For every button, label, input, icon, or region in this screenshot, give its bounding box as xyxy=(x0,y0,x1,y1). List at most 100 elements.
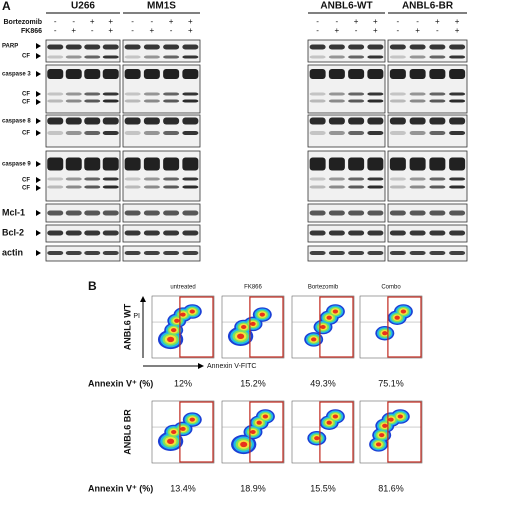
blot-band xyxy=(124,117,141,125)
gate xyxy=(387,296,422,358)
blot-band xyxy=(143,69,160,79)
cell-line-label: ANBL6-WT xyxy=(320,1,372,12)
blot-band xyxy=(348,99,365,103)
blot-band xyxy=(309,177,326,181)
blot-band xyxy=(102,251,119,255)
blot-band xyxy=(429,44,446,50)
blot-frame xyxy=(387,203,468,223)
density-blob xyxy=(174,318,180,323)
treatment-sign: - xyxy=(336,17,339,26)
blot-band xyxy=(182,99,199,103)
blot-frame xyxy=(45,39,121,63)
percent-value: 15.5% xyxy=(310,483,336,493)
blot-band xyxy=(409,157,426,171)
density-blob xyxy=(250,321,256,326)
treatment-sign: + xyxy=(435,17,440,26)
blot-frame xyxy=(45,203,121,223)
blot-frame xyxy=(45,224,121,243)
blot-band xyxy=(182,131,199,135)
arrow-head xyxy=(36,161,41,167)
blot-band xyxy=(309,251,326,255)
percent-value: 18.9% xyxy=(240,483,266,493)
blot-band xyxy=(84,210,101,216)
blot-band xyxy=(328,131,345,135)
treatment-label: Bortezomib xyxy=(4,19,43,26)
blot-band xyxy=(65,92,82,96)
plot-frame xyxy=(359,400,423,464)
blot-band xyxy=(309,131,326,135)
blot-band xyxy=(348,44,365,50)
treatment-sign: + xyxy=(108,17,113,26)
blot-frame xyxy=(387,224,468,243)
blot-band xyxy=(163,55,180,59)
blot-band xyxy=(429,131,446,135)
blot-band xyxy=(389,69,406,79)
percent-value: 49.3% xyxy=(310,378,336,388)
blot-band xyxy=(143,117,160,125)
cleaved-label: CF xyxy=(22,178,30,184)
blot-band xyxy=(409,230,426,236)
treatment-sign: + xyxy=(354,17,359,26)
arrow-head xyxy=(36,71,41,77)
blot-band xyxy=(124,69,141,79)
blot-band xyxy=(163,44,180,50)
blot-band xyxy=(124,92,141,96)
blot-band xyxy=(429,177,446,181)
blot-band xyxy=(65,210,82,216)
blot-band xyxy=(163,210,180,216)
blot-band xyxy=(409,92,426,96)
blot-band xyxy=(449,251,466,255)
metric-label: Annexin V⁺ (%) xyxy=(88,378,153,388)
blot-band xyxy=(348,185,365,189)
blot-band xyxy=(309,55,326,59)
percent-value: 12% xyxy=(174,378,192,388)
treatment-sign: + xyxy=(415,26,420,35)
blot-frame xyxy=(387,245,468,262)
blot-band xyxy=(309,117,326,125)
blot-band xyxy=(65,157,82,171)
blot-band xyxy=(47,177,64,181)
condition-label: FK866 xyxy=(244,285,262,291)
blot-band xyxy=(84,177,101,181)
blot-band xyxy=(367,117,384,125)
treatment-sign: + xyxy=(169,17,174,26)
blot-band xyxy=(409,251,426,255)
treatment-sign: + xyxy=(108,26,113,35)
blot-band xyxy=(389,157,406,171)
blot-band xyxy=(163,157,180,171)
density-blob xyxy=(262,414,269,419)
blot-band xyxy=(309,185,326,189)
blot-label: Bcl-2 xyxy=(2,227,24,237)
blot-band xyxy=(163,131,180,135)
blot-band xyxy=(429,230,446,236)
treatment-sign: - xyxy=(151,17,154,26)
blot-band xyxy=(429,69,446,79)
plot-frame xyxy=(151,295,215,359)
blot-band xyxy=(348,251,365,255)
arrow-head xyxy=(36,185,41,191)
blot-band xyxy=(65,69,82,79)
blot-band xyxy=(389,44,406,50)
blot-band xyxy=(367,92,384,96)
blot-band xyxy=(163,99,180,103)
blot-band xyxy=(182,185,199,189)
percent-value: 13.4% xyxy=(170,483,196,493)
arrow-head xyxy=(36,99,41,105)
blot-band xyxy=(182,210,199,216)
blot-band xyxy=(65,230,82,236)
density-blob xyxy=(167,438,175,445)
blot-frame xyxy=(122,224,201,243)
blot-band xyxy=(84,251,101,255)
blot-band xyxy=(389,131,406,135)
blot-band xyxy=(182,92,199,96)
density-blob xyxy=(237,333,245,340)
blot-frame xyxy=(307,203,386,223)
blot-band xyxy=(409,55,426,59)
treatment-sign: + xyxy=(455,26,460,35)
treatment-sign: - xyxy=(131,26,134,35)
blot-band xyxy=(163,177,180,181)
blot-band xyxy=(429,251,446,255)
treatment-sign: - xyxy=(397,26,400,35)
plot-frame xyxy=(359,295,423,359)
blot-band xyxy=(429,92,446,96)
